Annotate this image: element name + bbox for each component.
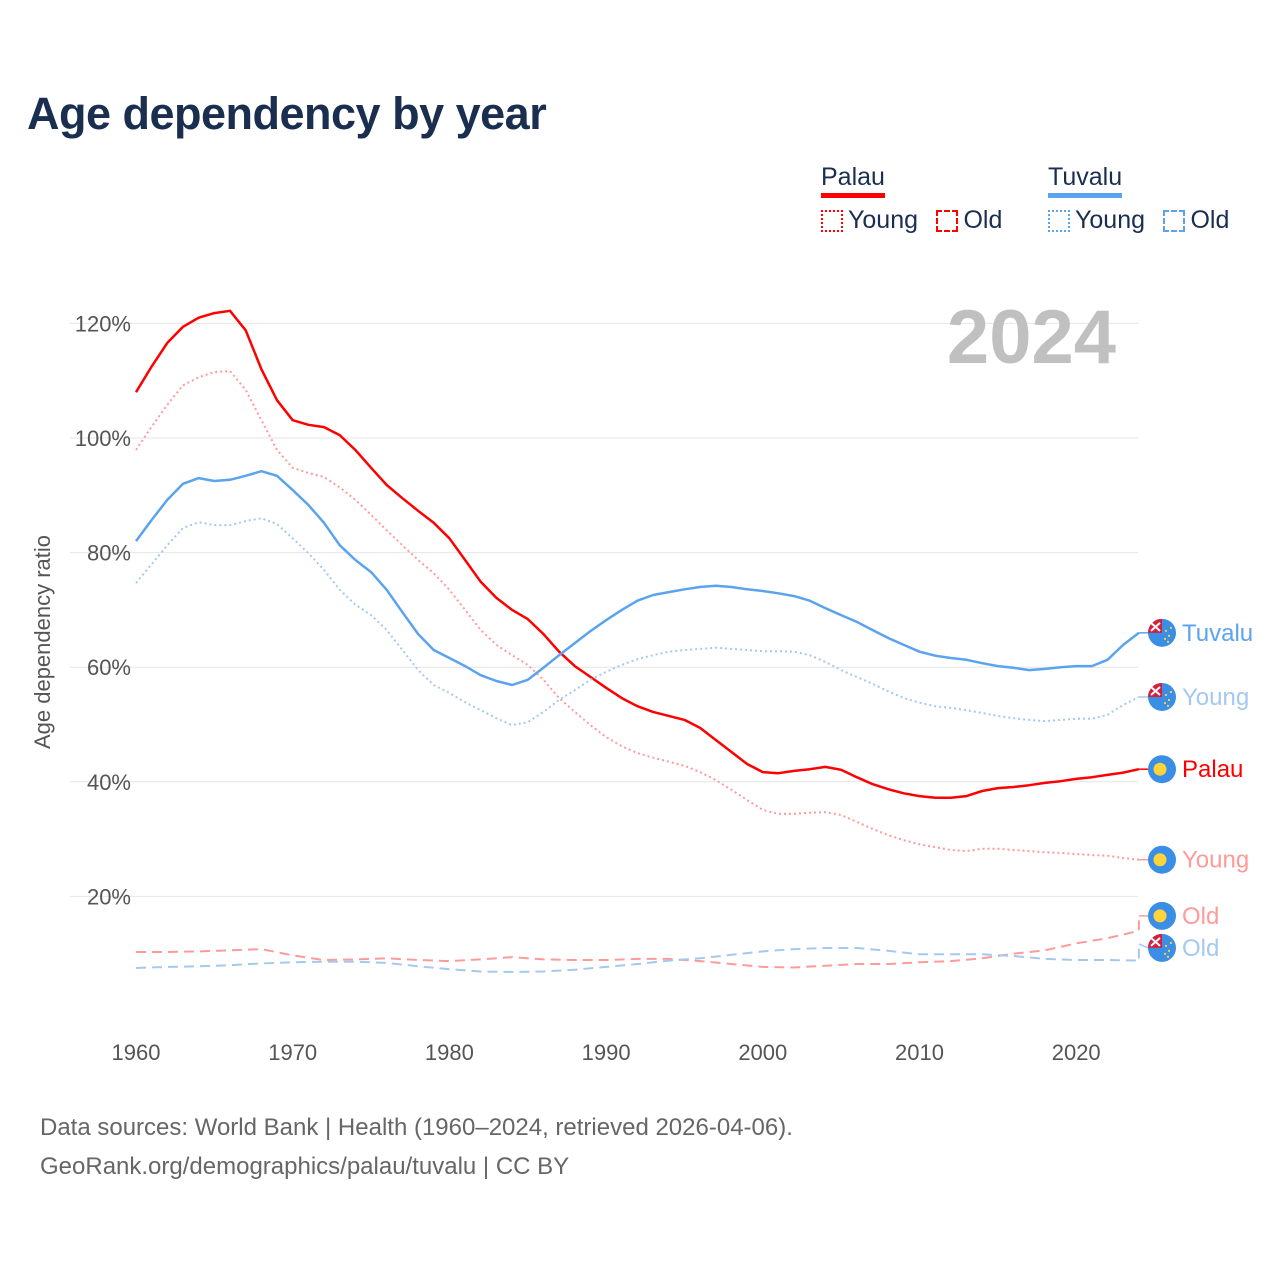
x-tick-label: 2020 [1052, 1040, 1101, 1065]
x-tick-label: 2010 [895, 1040, 944, 1065]
star-icon [1166, 704, 1170, 708]
dashed-swatch-icon [936, 209, 959, 232]
x-tick-label: 1960 [112, 1040, 161, 1065]
label-connector [1138, 943, 1149, 949]
year-watermark: 2024 [947, 295, 1116, 380]
star-icon [1169, 941, 1173, 944]
series-end-label: Old [1182, 935, 1219, 962]
series-end-label: Tuvalu [1182, 620, 1253, 647]
y-axis-label: Age dependency ratio [30, 535, 55, 749]
legend-label: Old [1190, 206, 1230, 234]
union-jack-cross-icon [1150, 622, 1161, 632]
star-icon [1169, 626, 1173, 629]
star-icon [1167, 698, 1171, 702]
y-tick-label: 60% [87, 655, 131, 680]
palau-moon-icon [1153, 853, 1167, 867]
dotted-swatch-icon [821, 209, 843, 232]
union-jack-cross-icon [1150, 686, 1161, 696]
star-icon [1163, 701, 1167, 705]
legend-label: Young [1075, 206, 1145, 234]
legend-label: Young [848, 206, 918, 234]
series-end-label: Young [1182, 847, 1249, 874]
legend-palau-young[interactable]: Young [821, 206, 918, 235]
palau-moon-icon [1153, 762, 1167, 776]
series-line-tuvalu-old [135, 944, 1140, 973]
star-icon [1167, 634, 1171, 637]
series-line-tuvalu-young [135, 517, 1140, 727]
y-tick-label: 40% [87, 770, 131, 795]
series-line-palau-old [136, 915, 1140, 969]
series-line-palau [134, 309, 1140, 800]
legend-label: Old [963, 206, 1003, 234]
series-end-label: Young [1182, 684, 1249, 711]
series-end-label: Palau [1182, 756, 1243, 783]
y-tick-label: 80% [87, 541, 131, 566]
chart-title: Age dependency by year [27, 88, 547, 139]
star-icon [1163, 952, 1167, 955]
star-icon [1167, 949, 1171, 952]
dotted-swatch-icon [1048, 209, 1070, 232]
series-end-label: Old [1182, 903, 1219, 930]
x-tick-label: 1990 [582, 1040, 631, 1065]
star-icon [1163, 637, 1167, 640]
y-tick-label: 20% [87, 884, 131, 909]
star-icon [1166, 955, 1170, 958]
palau-moon-icon [1153, 909, 1167, 923]
y-tick-label: 120% [75, 311, 131, 336]
legend-tuvalu[interactable]: Tuvalu [1048, 163, 1123, 198]
series-line-palau-young [135, 370, 1140, 861]
footer: Data sources: World Bank | Health (1960–… [40, 1108, 793, 1186]
star-icon [1164, 693, 1168, 697]
x-tick-label: 1980 [425, 1040, 474, 1065]
star-icon [1169, 690, 1173, 694]
legend-palau-old[interactable]: Old [936, 206, 1002, 235]
legend-palau[interactable]: Palau [821, 163, 885, 198]
legend-tuvalu-young[interactable]: Young [1048, 206, 1145, 235]
dashed-swatch-icon [1163, 209, 1186, 232]
x-tick-label: 2000 [738, 1040, 787, 1065]
legend-group-tuvalu: Tuvalu Young Old [1048, 163, 1243, 237]
x-tick-label: 1970 [268, 1040, 317, 1065]
series-line-tuvalu [134, 469, 1140, 687]
star-icon [1164, 944, 1168, 947]
data-source: Data sources: World Bank | Health (1960–… [40, 1114, 793, 1141]
star-icon [1166, 640, 1170, 643]
source-link[interactable]: GeoRank.org/demographics/palau/tuvalu | … [40, 1153, 570, 1180]
legend-tuvalu-old[interactable]: Old [1163, 206, 1229, 235]
union-jack-cross-icon [1150, 937, 1161, 947]
legend-group-palau: Palau Young Old [821, 163, 1016, 237]
star-icon [1164, 629, 1168, 632]
y-tick-label: 100% [75, 426, 131, 451]
